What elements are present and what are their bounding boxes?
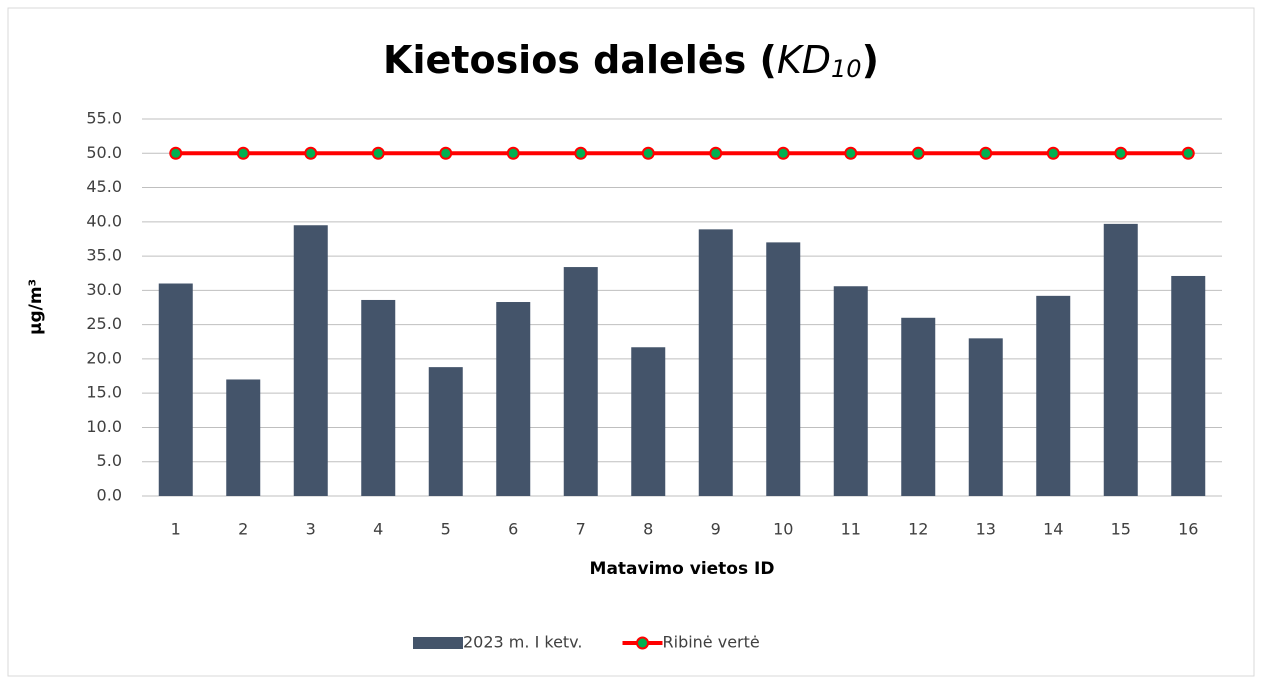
y-tick-label: 45.0 (86, 177, 122, 196)
legend-label: Ribinė vertė (663, 633, 760, 652)
y-tick-label: 50.0 (86, 143, 122, 162)
y-tick-label: 10.0 (86, 417, 122, 436)
x-tick-label: 4 (373, 520, 383, 539)
marker (439, 146, 453, 160)
x-tick-label: 14 (1043, 520, 1063, 539)
marker (641, 146, 655, 160)
x-tick-label: 13 (976, 520, 996, 539)
x-tick-label: 11 (841, 520, 861, 539)
y-tick-label: 30.0 (86, 280, 122, 299)
bar (631, 347, 666, 496)
x-axis-label: Matavimo vietos ID (590, 559, 775, 579)
title-text: Kietosios dalelės ( (383, 38, 777, 82)
marker (911, 146, 925, 160)
x-tick-label: 5 (441, 520, 451, 539)
x-tick-label: 8 (643, 520, 653, 539)
y-axis-label: µg/m³ (26, 279, 46, 335)
legend-swatch (636, 636, 649, 650)
y-tick-label: 35.0 (86, 246, 122, 265)
bar (766, 242, 801, 496)
bar (496, 302, 531, 496)
x-tick-label: 2 (238, 520, 248, 539)
bar (833, 286, 868, 496)
x-tick-label: 3 (306, 520, 316, 539)
marker (169, 146, 183, 160)
bar (226, 379, 261, 496)
marker (709, 146, 723, 160)
legend-swatch (413, 637, 463, 649)
marker (506, 146, 520, 160)
legend-label: 2023 m. I ketv. (463, 633, 583, 652)
bar (293, 225, 328, 496)
y-tick-label: 0.0 (97, 486, 122, 505)
marker (304, 146, 318, 160)
x-tick-label: 10 (773, 520, 793, 539)
y-tick-label: 5.0 (97, 451, 122, 470)
y-tick-label: 55.0 (86, 109, 122, 128)
bar (1036, 295, 1071, 496)
title-end: ) (862, 38, 879, 82)
bar (698, 229, 733, 496)
bar (968, 338, 1003, 496)
marker (979, 146, 993, 160)
bar (901, 317, 936, 496)
marker (574, 146, 588, 160)
marker (844, 146, 858, 160)
marker (1114, 146, 1128, 160)
x-tick-label: 7 (576, 520, 586, 539)
x-tick-label: 1 (171, 520, 181, 539)
x-tick-label: 15 (1111, 520, 1131, 539)
x-tick-label: 12 (908, 520, 928, 539)
marker (371, 146, 385, 160)
x-tick-label: 9 (711, 520, 721, 539)
bar (361, 299, 396, 496)
y-tick-label: 20.0 (86, 348, 122, 367)
title-subscript: 10 (831, 55, 862, 83)
marker (1046, 146, 1060, 160)
marker (236, 146, 250, 160)
x-tick-label: 6 (508, 520, 518, 539)
y-tick-label: 25.0 (86, 314, 122, 333)
bar (563, 267, 598, 496)
y-tick-label: 40.0 (86, 211, 122, 230)
chart-title: Kietosios dalelės (KD10) (383, 38, 879, 84)
title-italic: KD (777, 38, 831, 82)
bar (1103, 223, 1138, 496)
bar (1171, 275, 1206, 496)
marker (1181, 146, 1195, 160)
bar (428, 367, 463, 496)
bar (158, 283, 193, 496)
marker (776, 146, 790, 160)
x-tick-label: 16 (1178, 520, 1198, 539)
y-tick-label: 15.0 (86, 383, 122, 402)
